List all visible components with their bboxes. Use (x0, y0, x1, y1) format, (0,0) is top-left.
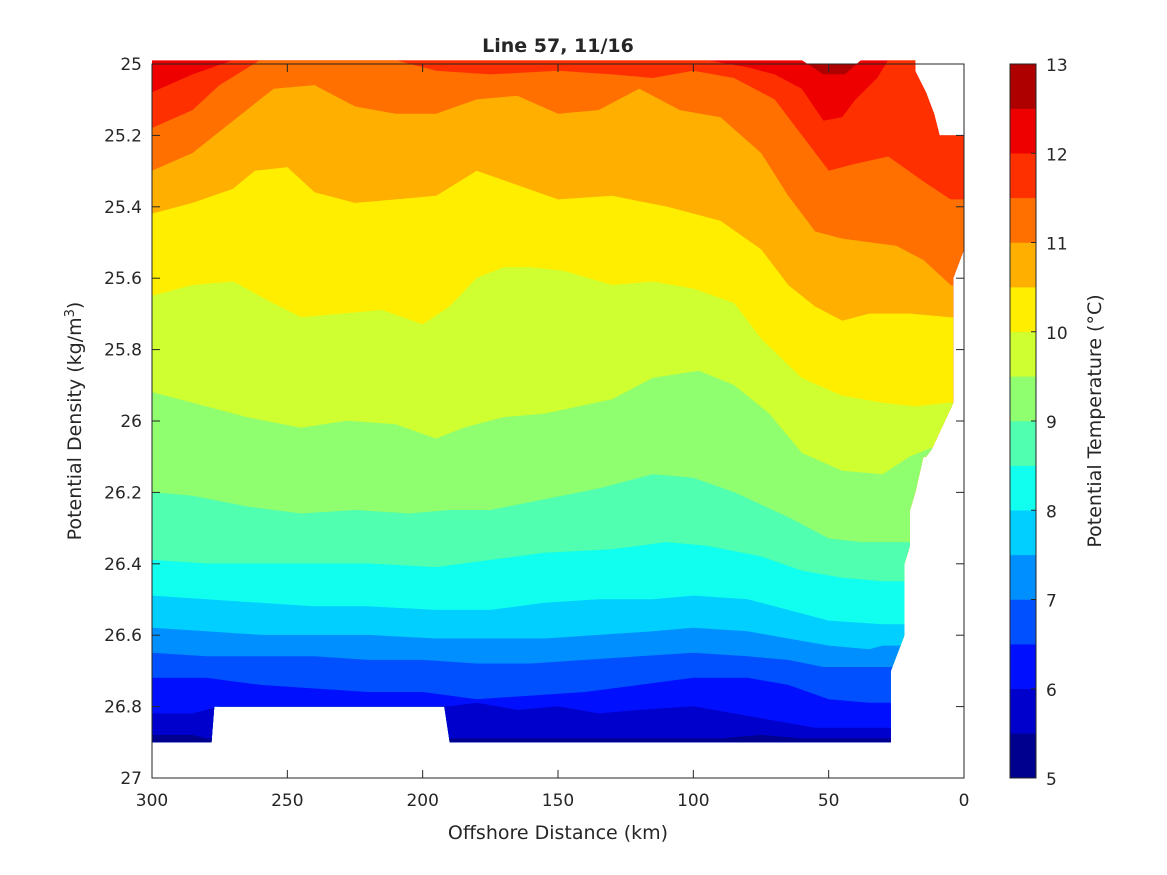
colorbar-swatch (1009, 510, 1037, 556)
x-tick-label: 50 (818, 791, 840, 811)
colorbar-swatch (1009, 286, 1037, 332)
y-tick-label: 26 (120, 412, 142, 432)
colorbar-swatch (1009, 465, 1037, 511)
colorbar-swatch (1009, 420, 1037, 466)
contour-band-5.5 (152, 734, 964, 743)
y-tick-label: 25.8 (104, 341, 142, 361)
colorbar-swatch (1009, 63, 1037, 109)
y-tick-label: 25.4 (104, 198, 142, 218)
colorbar-swatch (1009, 197, 1037, 243)
colorbar-tick-label: 11 (1046, 235, 1068, 255)
colorbar-swatch (1009, 331, 1037, 377)
y-axis: 25 25.2 25.4 25.6 25.8 26 26.2 26.4 26.6 26.8 27 (104, 55, 964, 789)
x-tick-label: 100 (677, 791, 709, 811)
colorbar-swatch (1009, 643, 1037, 689)
colorbar-swatch (1009, 688, 1037, 734)
x-tick-label: 200 (406, 791, 438, 811)
contour-fill-layer (152, 60, 964, 743)
x-tick-label: 300 (136, 791, 168, 811)
colorbar-tick-label: 6 (1046, 681, 1057, 701)
colorbar-swatch (1009, 376, 1037, 422)
y-tick-label: 27 (120, 769, 142, 789)
x-axis-label: Offshore Distance (km) (448, 822, 668, 844)
x-tick-label: 0 (959, 791, 970, 811)
colorbar-tick-label: 10 (1046, 324, 1068, 344)
colorbar-swatch (1009, 242, 1037, 288)
y-axis-label: Potential Density (kg/m3) (63, 302, 87, 541)
colorbar-tick-label: 9 (1046, 413, 1057, 433)
x-tick-label: 150 (542, 791, 574, 811)
colorbar-swatch (1009, 108, 1037, 154)
y-tick-label: 26.6 (104, 626, 142, 646)
y-tick-label: 26.2 (104, 483, 142, 503)
colorbar-tick-label: 12 (1046, 145, 1068, 165)
colorbar-tick-label: 5 (1046, 770, 1057, 790)
colorbar-tick-label: 13 (1046, 56, 1068, 76)
y-axis-label-end: ) (64, 302, 86, 309)
colorbar-label: Potential Temperature (°C) (1084, 294, 1106, 547)
y-tick-label: 26.8 (104, 698, 142, 718)
x-axis: 300 250 200 150 100 50 0 (136, 64, 970, 811)
chart-title: Line 57, 11/16 (482, 35, 634, 57)
colorbar-swatch (1009, 599, 1037, 645)
y-axis-label-main: Potential Density (kg/m (64, 317, 86, 540)
y-axis-label-superscript: 3 (63, 309, 78, 317)
y-tick-label: 25.6 (104, 269, 142, 289)
colorbar-swatch (1009, 733, 1037, 779)
colorbar-swatch (1009, 153, 1037, 199)
y-tick-label: 25.2 (104, 126, 142, 146)
colorbar-tick-label: 7 (1046, 592, 1057, 612)
y-tick-label: 26.4 (104, 555, 142, 575)
y-tick-label: 25 (120, 55, 142, 75)
colorbar-swatch (1009, 554, 1037, 600)
colorbar: 5 6 7 8 9 10 11 12 13 (1009, 56, 1068, 790)
x-tick-label: 250 (271, 791, 303, 811)
colorbar-tick-label: 8 (1046, 502, 1057, 522)
